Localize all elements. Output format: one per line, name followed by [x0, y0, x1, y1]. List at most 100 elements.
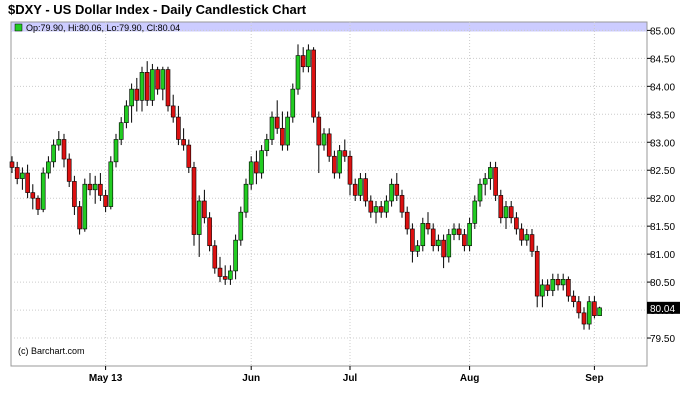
y-axis: 79.5080.0080.5081.0081.5082.0082.5083.00…: [647, 26, 675, 345]
candle: [25, 164, 30, 199]
candle: [545, 279, 550, 297]
candle-body: [295, 55, 301, 90]
candle: [61, 133, 67, 168]
candle: [316, 111, 322, 174]
candle: [264, 133, 270, 157]
candle: [467, 217, 472, 252]
candle: [243, 178, 249, 218]
candle-body: [342, 150, 348, 157]
candle-body: [425, 223, 431, 230]
candle: [228, 265, 233, 285]
candle-body: [290, 88, 296, 118]
candle-body: [493, 167, 498, 196]
candle-body: [529, 234, 535, 252]
candle-body: [176, 116, 181, 140]
candle-body: [25, 172, 30, 193]
candle: [529, 228, 535, 257]
last-value-bg: [647, 301, 680, 314]
candle: [592, 296, 597, 319]
candle: [181, 128, 186, 151]
candle: [415, 240, 420, 257]
candle: [493, 161, 498, 201]
candle: [477, 178, 483, 207]
candle-body: [467, 223, 472, 247]
candle: [87, 173, 93, 196]
candle: [35, 195, 41, 215]
candle: [524, 228, 530, 246]
candle-body: [581, 312, 587, 325]
candle: [384, 195, 389, 218]
candle: [77, 200, 82, 235]
candles: [9, 44, 602, 330]
candle: [280, 111, 285, 151]
candle-body: [337, 150, 342, 174]
candle: [134, 77, 140, 112]
candle: [66, 153, 72, 188]
candle: [165, 66, 171, 112]
candle-body: [165, 69, 171, 107]
candle-body: [181, 139, 186, 146]
candle: [51, 139, 56, 168]
candle: [72, 175, 77, 215]
y-tick-label: 82.00: [650, 194, 675, 205]
candle-body: [545, 284, 550, 291]
candle-body: [300, 55, 306, 68]
candle: [571, 290, 576, 308]
candle-body: [566, 279, 571, 297]
candle-body: [550, 279, 556, 291]
x-tick-label: May 13: [89, 373, 123, 384]
candle: [217, 256, 223, 283]
y-tick-label: 83.50: [650, 110, 675, 121]
candle-body: [160, 69, 166, 90]
chart-title: $DXY - US Dollar Index - Daily Candlesti…: [8, 2, 307, 17]
candle: [399, 189, 405, 218]
candle-body: [420, 223, 426, 247]
candle-body: [9, 161, 15, 168]
source-credit: (c) Barchart.com: [18, 346, 85, 356]
candle-body: [129, 88, 134, 107]
candle: [347, 150, 353, 196]
candle: [9, 156, 15, 174]
y-tick-label: 81.50: [650, 222, 675, 233]
candle: [378, 200, 384, 218]
candle-body: [259, 150, 264, 174]
candle-body: [410, 228, 415, 252]
candle-body: [462, 234, 467, 247]
y-tick-label: 80.50: [650, 278, 675, 289]
candle-body: [363, 178, 368, 202]
candle-body: [498, 195, 504, 219]
candle: [202, 189, 207, 224]
candle-body: [113, 139, 119, 163]
candle-body: [222, 276, 228, 280]
y-tick-label: 83.00: [650, 138, 675, 149]
candle: [462, 228, 467, 252]
candle-body: [451, 228, 457, 235]
candle-body: [592, 301, 597, 316]
candle-body: [186, 144, 192, 168]
candle: [441, 234, 446, 269]
candle: [430, 223, 436, 252]
candle-body: [274, 116, 280, 129]
candle-body: [316, 116, 322, 146]
candle: [150, 63, 155, 106]
candle: [46, 156, 51, 179]
candle: [139, 66, 145, 112]
candle: [82, 178, 88, 232]
candle: [259, 145, 264, 179]
candle: [498, 189, 504, 224]
candle: [363, 173, 368, 207]
y-tick-label: 81.00: [650, 250, 675, 261]
candle: [30, 184, 36, 210]
candle: [540, 279, 545, 308]
candle-body: [228, 270, 233, 280]
candle: [451, 223, 457, 241]
candle-body: [430, 228, 436, 247]
candle-body: [519, 228, 524, 241]
candle: [108, 156, 114, 210]
candle: [290, 83, 296, 123]
y-tick-label: 84.50: [650, 54, 675, 65]
candle-body: [389, 183, 394, 202]
candle-body: [571, 295, 576, 302]
candle: [560, 273, 566, 291]
candle-body: [488, 167, 493, 179]
